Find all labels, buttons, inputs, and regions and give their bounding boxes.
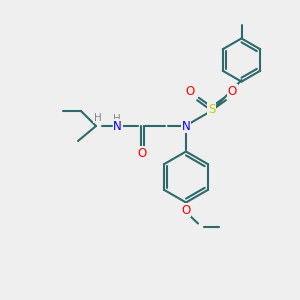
Text: N: N [113,119,122,133]
Text: O: O [138,146,147,160]
Text: S: S [208,103,215,116]
Text: H: H [94,112,101,123]
Text: O: O [182,203,190,217]
Text: O: O [228,85,237,98]
Text: O: O [186,85,195,98]
Text: N: N [182,119,190,133]
Text: H: H [113,113,121,124]
